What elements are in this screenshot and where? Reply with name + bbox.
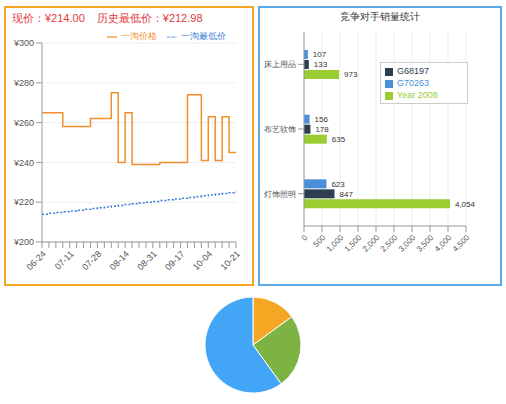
svg-text:847: 847 — [339, 190, 353, 199]
svg-text:4,500: 4,500 — [451, 233, 472, 254]
svg-text:06-24: 06-24 — [25, 249, 48, 272]
html-text:Year 2008: Year 2008 — [397, 90, 438, 100]
svg-text:07-28: 07-28 — [80, 249, 103, 272]
svg-text:灯饰照明: 灯饰照明 — [264, 190, 296, 199]
svg-text:1,000: 1,000 — [325, 233, 346, 254]
svg-text:178: 178 — [315, 125, 329, 134]
svg-text:500: 500 — [311, 233, 328, 249]
html-text:历史最低价：¥212.98: 历史最低价：¥212.98 — [96, 12, 203, 24]
svg-text:0: 0 — [300, 233, 310, 243]
svg-text:1,500: 1,500 — [343, 233, 364, 254]
svg-text:布艺软饰: 布艺软饰 — [264, 125, 296, 134]
svg-text:156: 156 — [315, 115, 329, 124]
html-text:一淘最低价: 一淘最低价 — [181, 31, 226, 41]
svg-text:4,000: 4,000 — [433, 233, 454, 254]
html-text:一淘价格: 一淘价格 — [121, 31, 157, 41]
svg-text:09-17: 09-17 — [163, 249, 186, 272]
svg-text:2,500: 2,500 — [379, 233, 400, 254]
html-text:G70263: G70263 — [397, 78, 429, 88]
svg-text:床上用品: 床上用品 — [264, 60, 296, 69]
html-text:G68197: G68197 — [397, 66, 429, 76]
svg-text:2,000: 2,000 — [361, 233, 382, 254]
svg-text:133: 133 — [314, 60, 328, 69]
svg-text:¥300: ¥300 — [13, 38, 34, 48]
html-text:竞争对手销量统计: 竞争对手销量统计 — [340, 11, 420, 22]
svg-text:¥280: ¥280 — [13, 78, 34, 88]
svg-text:10-04: 10-04 — [191, 249, 214, 272]
svg-text:973: 973 — [344, 70, 358, 79]
svg-text:¥260: ¥260 — [13, 118, 34, 128]
svg-text:107: 107 — [313, 50, 327, 59]
svg-text:08-31: 08-31 — [135, 249, 158, 272]
svg-text:¥200: ¥200 — [13, 237, 34, 247]
svg-text:4,054: 4,054 — [455, 200, 476, 209]
svg-text:635: 635 — [332, 135, 346, 144]
svg-text:3,000: 3,000 — [397, 233, 418, 254]
svg-text:10-21: 10-21 — [219, 249, 242, 272]
svg-text:07-11: 07-11 — [53, 249, 76, 272]
html-text:现价：¥214.00: 现价：¥214.00 — [12, 12, 85, 24]
svg-text:08-14: 08-14 — [108, 249, 131, 272]
svg-text:¥240: ¥240 — [13, 158, 34, 168]
svg-text:623: 623 — [331, 180, 345, 189]
svg-text:3,500: 3,500 — [415, 233, 436, 254]
svg-text:¥220: ¥220 — [13, 197, 34, 207]
